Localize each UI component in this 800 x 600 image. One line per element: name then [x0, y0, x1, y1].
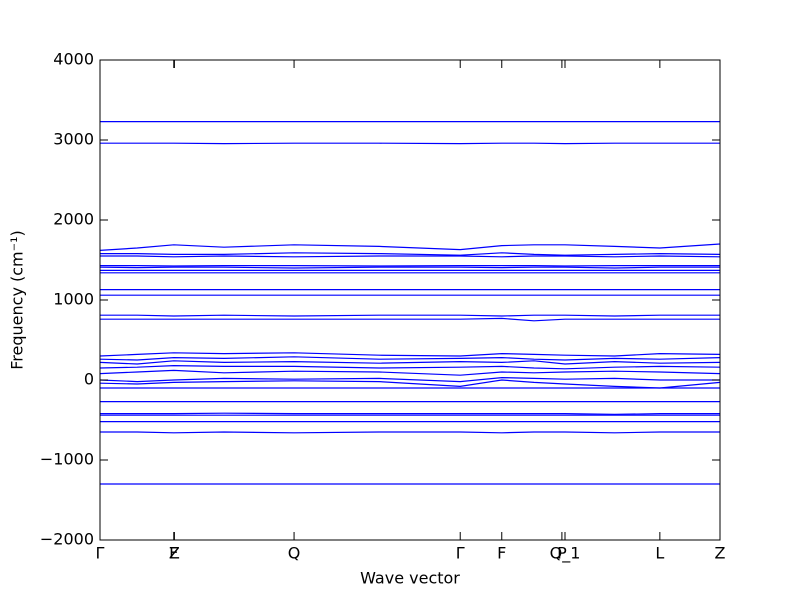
band-line — [99, 369, 721, 376]
x-tick-label: Γ — [456, 544, 465, 563]
band-line — [99, 379, 721, 389]
y-tick-label: −2000 — [40, 530, 94, 549]
y-tick-label: 4000 — [53, 50, 94, 69]
x-tick-label: Z — [169, 544, 180, 563]
x-tick-label: F — [169, 544, 178, 563]
band-line — [99, 266, 720, 269]
band-line — [100, 255, 721, 258]
band-line — [100, 317, 720, 322]
y-axis-label: Frequency (cm⁻¹) — [8, 230, 27, 369]
band-line — [100, 252, 721, 256]
x-tick-label: Z — [715, 544, 726, 563]
x-axis-label: Wave vector — [360, 569, 460, 588]
y-tick-label: 1000 — [53, 290, 94, 309]
y-tick-label: 2000 — [53, 210, 94, 229]
band-line — [99, 376, 720, 383]
band-line — [99, 352, 721, 357]
y-tick-label: −1000 — [40, 450, 94, 469]
band-line — [100, 431, 720, 434]
x-tick-label: Q — [288, 544, 301, 563]
x-tick-label: Q_1 — [550, 544, 581, 564]
band-line — [99, 360, 721, 365]
x-tick-label: L — [655, 544, 664, 563]
band-line — [100, 412, 720, 416]
band-line — [99, 356, 721, 361]
band-line — [99, 243, 721, 251]
x-tick-label: Γ — [96, 544, 105, 563]
band-line — [100, 314, 720, 317]
x-tick-label: P — [557, 544, 567, 563]
y-tick-label: 3000 — [53, 130, 94, 149]
band-line — [99, 364, 721, 370]
y-tick-label: 0 — [84, 370, 94, 389]
x-tick-label: F — [497, 544, 506, 563]
